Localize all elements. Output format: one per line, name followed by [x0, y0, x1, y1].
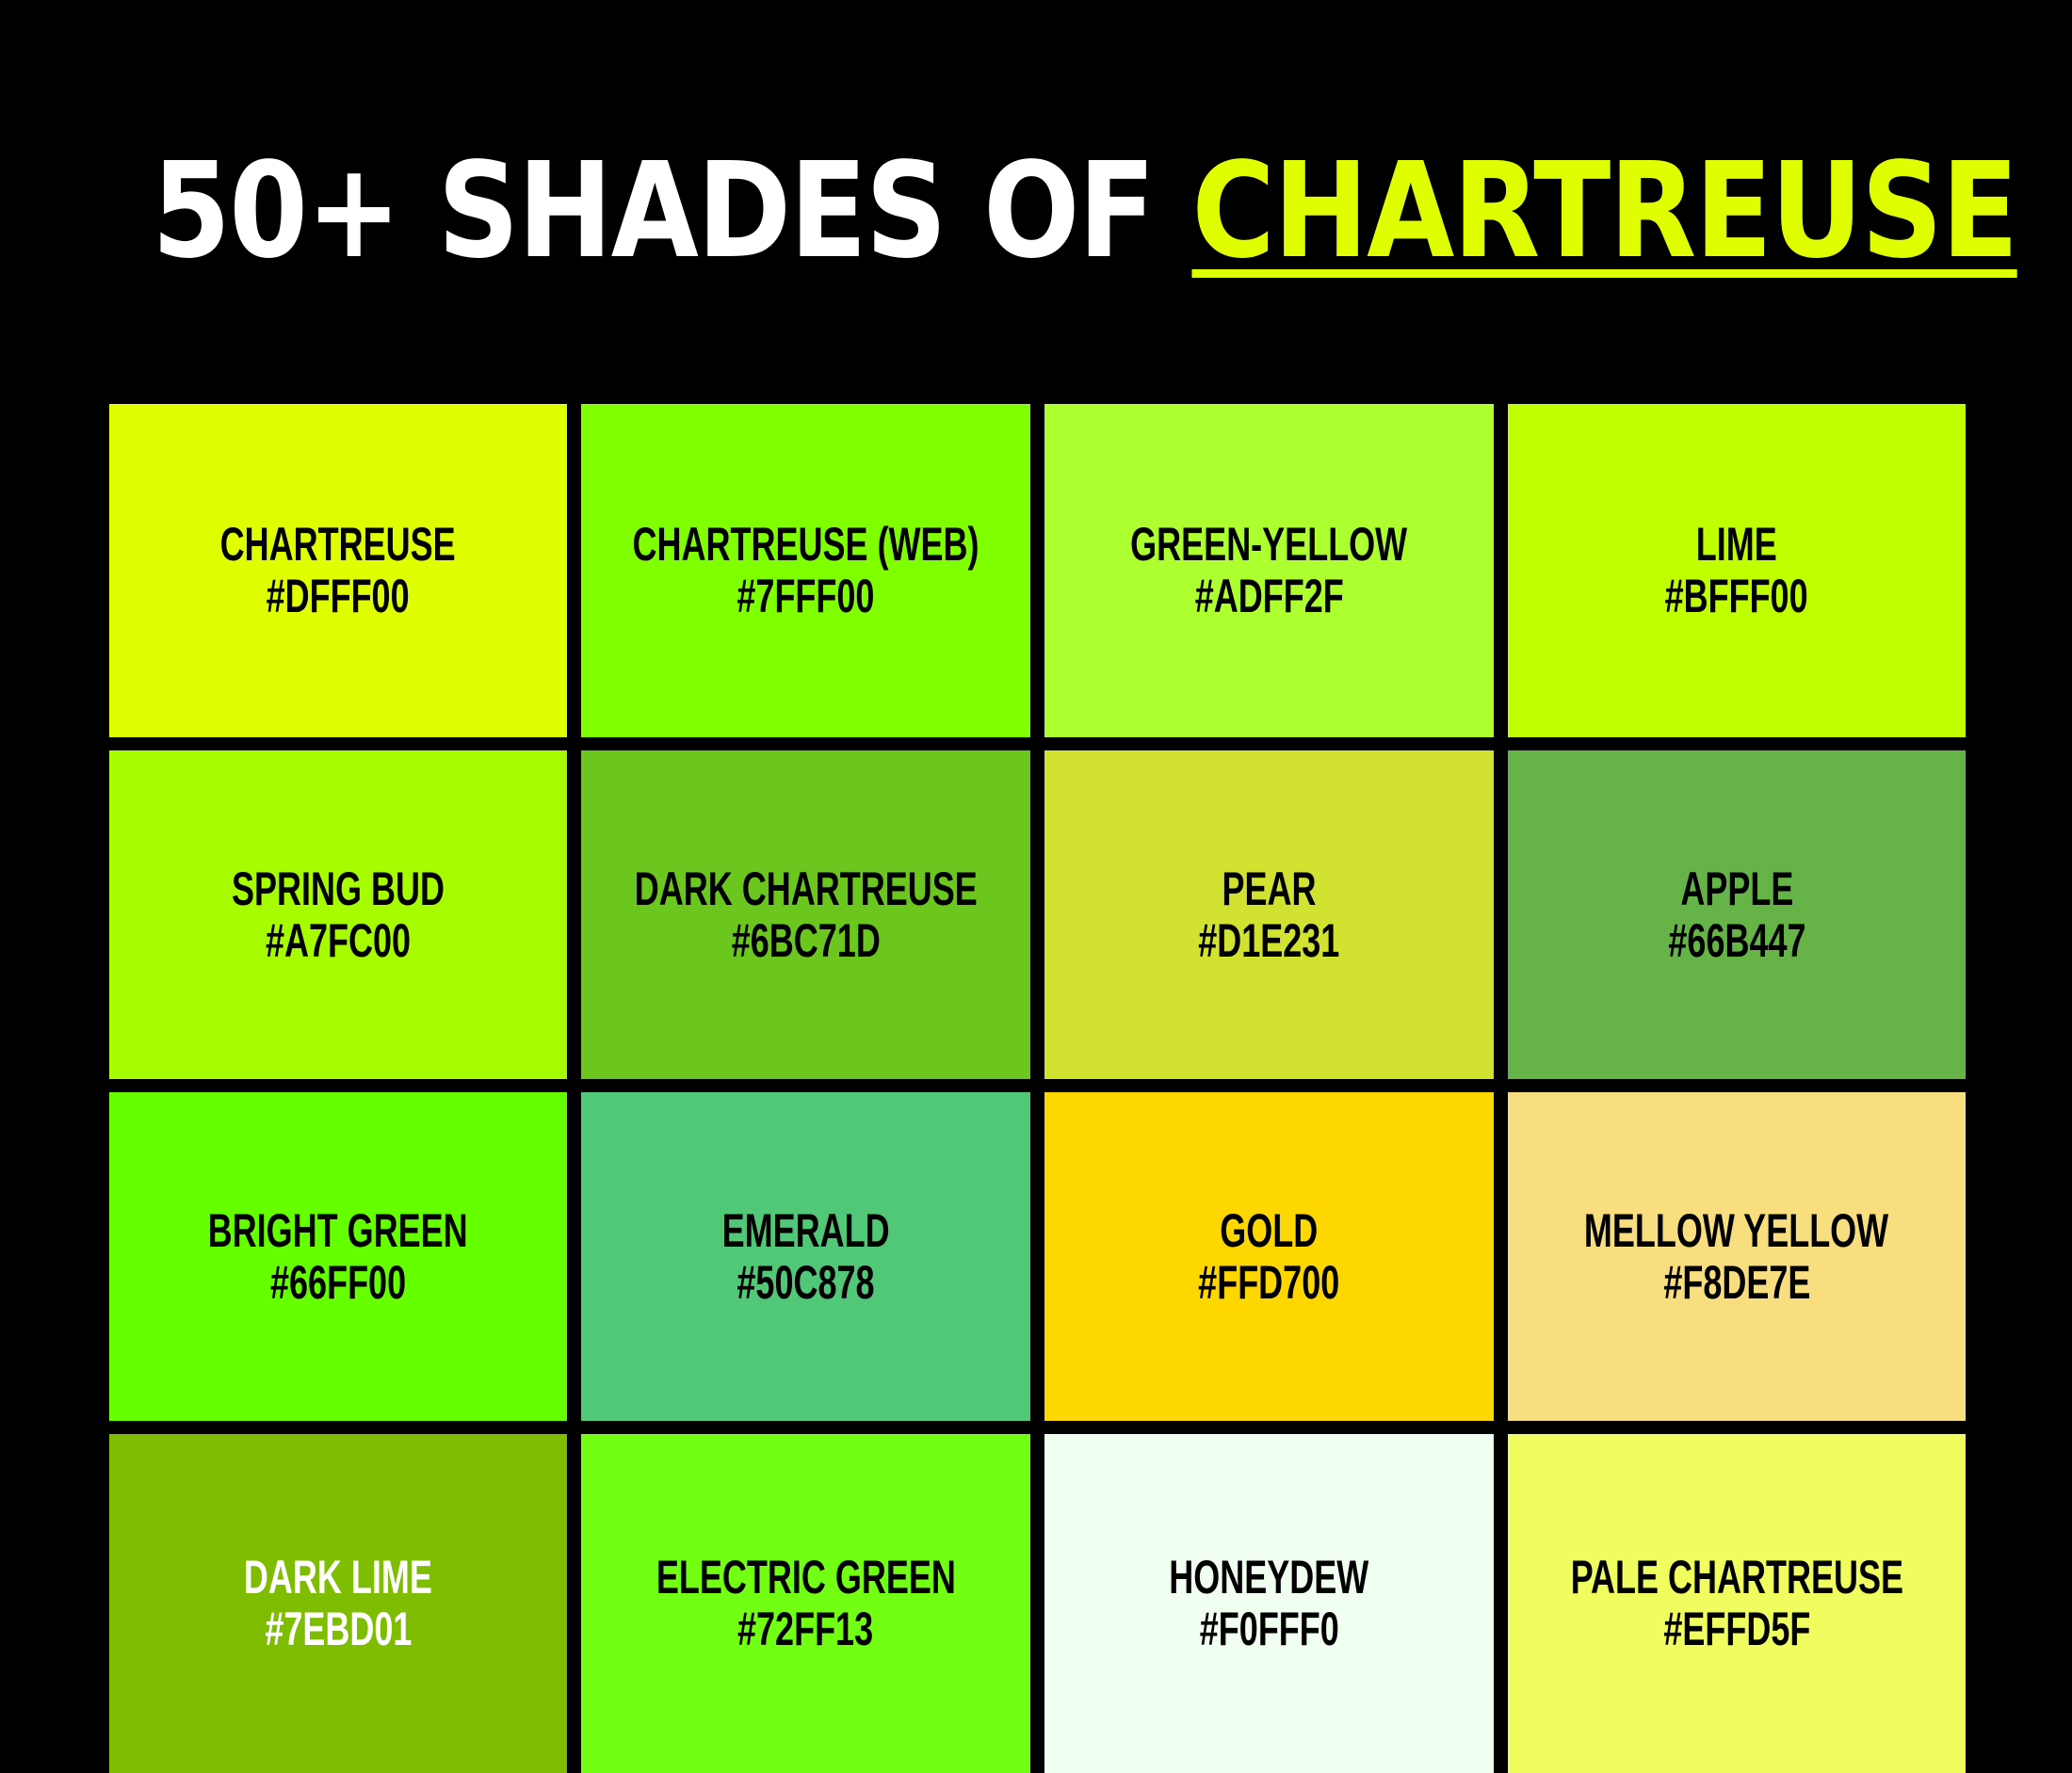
title-highlight: CHARTREUSE: [1191, 135, 2018, 288]
color-swatch: EMERALD #50C878: [581, 1092, 1030, 1421]
color-swatch: HONEYDEW #F0FFF0: [1044, 1434, 1494, 1773]
swatch-name: DARK LIME: [243, 1551, 432, 1604]
swatch-hex: #A7FC00: [265, 913, 412, 967]
color-swatch: PEAR #D1E231: [1044, 750, 1494, 1079]
swatch-name: SPRING BUD: [231, 862, 445, 915]
swatch-name: APPLE: [1679, 862, 1794, 915]
color-swatch: GREEN-YELLOW #ADFF2F: [1044, 404, 1494, 737]
swatch-grid: CHARTREUSE #DFFF00 CHARTREUSE (WEB) #7FFF00…: [109, 404, 1966, 1773]
swatch-hex: #BFFF00: [1664, 570, 1809, 622]
swatch-hex: #F0FFF0: [1199, 1603, 1339, 1655]
swatch-hex: #66B447: [1667, 913, 1806, 967]
title-prefix: 50+ SHADES OF: [152, 135, 1192, 288]
swatch-hex: #DFFF00: [266, 570, 411, 622]
swatch-hex: #D1E231: [1198, 913, 1340, 967]
swatch-name: LIME: [1696, 518, 1777, 571]
swatch-name: PALE CHARTREUSE: [1570, 1551, 1903, 1604]
swatch-name: DARK CHARTREUSE: [634, 862, 978, 915]
swatch-name: MELLOW YELLOW: [1584, 1203, 1889, 1257]
color-swatch: APPLE #66B447: [1508, 750, 1966, 1079]
color-swatch: CHARTREUSE #DFFF00: [109, 404, 567, 737]
color-swatch: GOLD #FFD700: [1044, 1092, 1494, 1421]
swatch-name: ELECTRIC GREEN: [656, 1551, 956, 1604]
swatch-hex: #ADFF2F: [1194, 570, 1344, 622]
swatch-hex: #72FF13: [737, 1603, 874, 1655]
swatch-hex: #F8DE7E: [1662, 1255, 1811, 1309]
swatch-name: BRIGHT GREEN: [207, 1203, 469, 1257]
color-swatch: ELECTRIC GREEN #72FF13: [581, 1434, 1030, 1773]
swatch-hex: #6BC71D: [731, 913, 881, 967]
color-swatch: DARK LIME #7EBD01: [109, 1434, 567, 1773]
swatch-hex: #EFFD5F: [1662, 1603, 1811, 1655]
color-swatch: DARK CHARTREUSE #6BC71D: [581, 750, 1030, 1079]
color-swatch: MELLOW YELLOW #F8DE7E: [1508, 1092, 1966, 1421]
swatch-name: GREEN-YELLOW: [1130, 518, 1408, 571]
color-swatch: SPRING BUD #A7FC00: [109, 750, 567, 1079]
swatch-name: CHARTREUSE: [219, 518, 457, 571]
color-swatch: LIME #BFFF00: [1508, 404, 1966, 737]
swatch-name: CHARTREUSE (WEB): [632, 518, 979, 571]
swatch-name: HONEYDEW: [1169, 1551, 1369, 1604]
swatch-hex: #50C878: [737, 1255, 875, 1309]
swatch-name: GOLD: [1220, 1203, 1319, 1257]
swatch-hex: #FFD700: [1198, 1255, 1340, 1309]
page-title: 50+ SHADES OF CHARTREUSE: [0, 141, 2072, 282]
swatch-name: PEAR: [1222, 862, 1317, 915]
swatch-hex: #66FF00: [269, 1255, 407, 1309]
color-swatch: PALE CHARTREUSE #EFFD5F: [1508, 1434, 1966, 1773]
swatch-hex: #7FFF00: [737, 570, 875, 622]
color-swatch: BRIGHT GREEN #66FF00: [109, 1092, 567, 1421]
color-swatch: CHARTREUSE (WEB) #7FFF00: [581, 404, 1030, 737]
swatch-hex: #7EBD01: [264, 1603, 413, 1655]
swatch-name: EMERALD: [721, 1203, 890, 1257]
